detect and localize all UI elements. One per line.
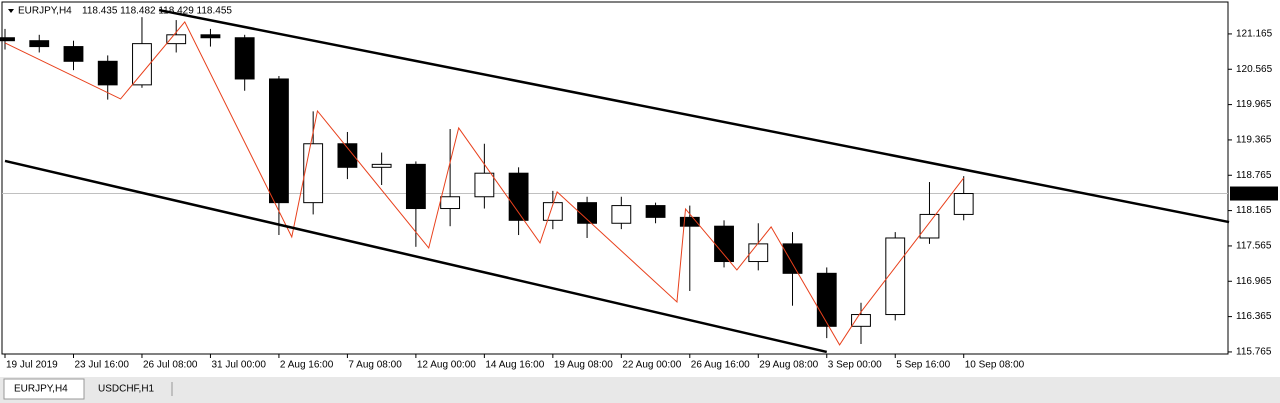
candle-body — [166, 34, 187, 45]
y-tick-label: 119.365 — [1236, 135, 1272, 146]
channel-line — [4, 159, 828, 354]
tab-label[interactable]: EURJPY,H4 — [14, 384, 68, 395]
candle-body — [303, 143, 324, 204]
y-tick-label: 120.565 — [1236, 64, 1273, 75]
x-tick-label: 26 Aug 16:00 — [691, 360, 750, 371]
y-tick-label: 121.165 — [1236, 29, 1273, 40]
candle-body — [269, 78, 289, 204]
last-price-label: 118.455 — [1236, 188, 1272, 199]
y-tick-label: 116.365 — [1236, 311, 1272, 322]
x-tick-label: 29 Aug 08:00 — [759, 360, 818, 371]
x-tick-label: 14 Aug 16:00 — [485, 360, 544, 371]
quote: 118.435 118.482 118.429 118.455 — [82, 6, 232, 17]
x-tick-label: 22 Aug 00:00 — [622, 360, 681, 371]
y-tick-label: 118.765 — [1236, 170, 1272, 181]
candle-body — [440, 196, 461, 210]
zigzag — [4, 20, 965, 346]
candle-body — [645, 205, 666, 218]
menu-arrow[interactable] — [8, 9, 14, 13]
y-tick-label: 116.965 — [1236, 276, 1272, 287]
candle-body — [132, 43, 152, 86]
candle-body — [97, 60, 118, 86]
tab-bar — [0, 377, 1280, 403]
candle-body — [885, 237, 906, 316]
candle-body — [782, 243, 803, 274]
x-tick-label: 23 Jul 16:00 — [74, 360, 129, 371]
x-tick-label: 2 Aug 16:00 — [280, 360, 334, 371]
symbol: EURJPY,H4 — [18, 6, 72, 17]
y-tick-label: 118.165 — [1236, 205, 1272, 216]
candle-body — [577, 202, 597, 224]
x-tick-label: 3 Sep 00:00 — [828, 360, 882, 371]
y-tick-label: 117.565 — [1236, 241, 1272, 252]
y-tick-label: 115.765 — [1236, 347, 1272, 358]
candle-body — [679, 216, 700, 227]
tab-label[interactable]: USDCHF,H1 — [98, 384, 155, 395]
x-tick-label: 31 Jul 00:00 — [211, 360, 266, 371]
candle-body — [748, 243, 769, 263]
candle-body — [508, 172, 529, 221]
candle-body — [611, 205, 632, 224]
candle-body — [714, 225, 734, 263]
x-tick-label: 19 Aug 08:00 — [554, 360, 613, 371]
candle-body — [371, 163, 392, 168]
candle-body — [953, 193, 974, 215]
candle-body — [200, 34, 221, 39]
candle-body — [234, 37, 255, 80]
x-tick-label: 5 Sep 16:00 — [896, 360, 950, 371]
candle-body — [29, 40, 50, 48]
x-tick-label: 10 Sep 08:00 — [965, 360, 1025, 371]
candle-body — [542, 202, 563, 221]
candle-body — [474, 172, 495, 198]
candle-body — [405, 163, 426, 210]
channel-line — [158, 8, 1230, 224]
candle-body — [63, 46, 84, 62]
x-tick-label: 26 Jul 08:00 — [143, 360, 198, 371]
x-tick-label: 12 Aug 00:00 — [417, 360, 476, 371]
candle-body — [919, 213, 940, 239]
x-tick-label: 7 Aug 08:00 — [348, 360, 402, 371]
candle-body — [851, 314, 871, 327]
plot-frame — [1, 1, 1229, 355]
x-tick-label: 19 Jul 2019 — [6, 360, 58, 371]
last-price-box — [1230, 186, 1278, 201]
tab-active[interactable] — [3, 378, 85, 400]
candle-body — [0, 37, 15, 42]
y-tick-label: 119.965 — [1236, 99, 1272, 110]
candle-body — [816, 272, 837, 327]
candle-body — [337, 143, 358, 168]
